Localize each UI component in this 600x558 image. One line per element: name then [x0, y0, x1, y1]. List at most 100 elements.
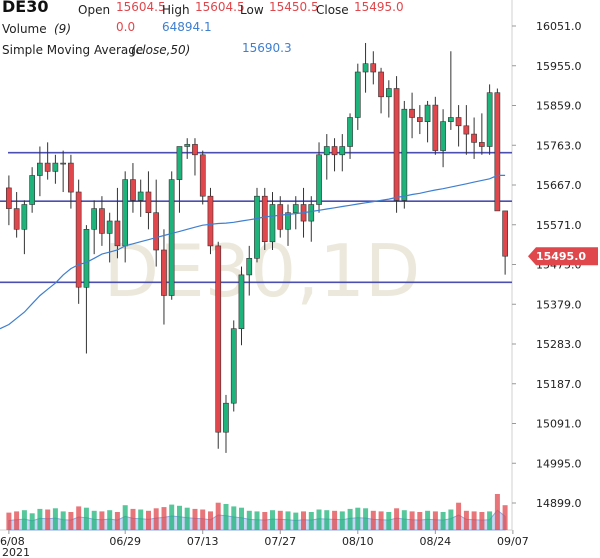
candle — [44, 142, 51, 180]
volume-bar — [502, 505, 508, 530]
candle — [106, 212, 113, 263]
candle — [409, 92, 415, 139]
candle-body — [269, 204, 276, 243]
volume-bar — [448, 509, 454, 530]
low-label: Low — [240, 3, 264, 17]
candle — [29, 167, 36, 213]
volume-bar — [324, 510, 330, 530]
volume-bar — [308, 512, 314, 530]
volume-bar — [301, 511, 306, 530]
volume-bar — [161, 507, 167, 530]
candle-body — [114, 220, 121, 247]
candle — [75, 179, 82, 304]
y-axis: 16051.0 15955.0 15859.0 15763.0 15667.0 15571… — [512, 20, 582, 510]
y-tick-label: 15187.0 — [536, 378, 582, 391]
candle — [261, 187, 268, 251]
x-tick-label: 08/10 — [342, 535, 374, 548]
candle-body — [192, 144, 198, 156]
candle — [83, 225, 90, 354]
volume-bar — [99, 511, 105, 530]
high-label: High — [162, 3, 190, 17]
candle-body — [362, 63, 369, 73]
candle-body — [238, 274, 245, 329]
candle-body — [215, 245, 222, 433]
volume-bar — [440, 512, 446, 530]
volume-bar — [363, 508, 369, 530]
volume-bar — [21, 510, 27, 530]
close-label: Close — [316, 3, 349, 17]
y-tick-label: 16051.0 — [536, 20, 582, 33]
candle-body — [122, 179, 128, 247]
candle — [354, 63, 361, 130]
candle — [416, 105, 423, 135]
last-price-label: 15495.0 — [536, 250, 586, 263]
candle-body — [261, 195, 268, 242]
volume-bar — [370, 510, 376, 530]
volume-bar — [487, 511, 493, 530]
candles — [6, 42, 509, 453]
volume-bar — [6, 512, 12, 530]
candle — [362, 42, 369, 93]
candle — [316, 142, 322, 213]
volume-bar — [355, 507, 361, 530]
candle-body — [409, 108, 415, 118]
candle-body — [21, 204, 28, 230]
volume-bar — [130, 508, 136, 530]
volume-bar — [208, 511, 213, 530]
volume-bar — [29, 513, 35, 530]
candle — [130, 163, 136, 213]
volume-bar — [386, 512, 392, 530]
volume-bar — [45, 509, 51, 530]
candle — [6, 175, 12, 226]
candle — [347, 113, 353, 159]
candle-body — [168, 179, 175, 296]
candle-body — [347, 117, 353, 147]
candle — [331, 138, 338, 172]
volume-bar — [339, 511, 345, 530]
volume-bar — [456, 502, 462, 530]
candle-body — [230, 328, 237, 404]
candle-body — [137, 191, 144, 201]
volume-layer — [6, 494, 508, 531]
y-tick-label: 15571.0 — [536, 219, 582, 232]
candle-body — [455, 117, 462, 127]
candle — [424, 100, 431, 143]
candle — [486, 84, 493, 155]
candle — [52, 154, 59, 184]
candle-body — [401, 108, 408, 201]
symbol-title: DE30 — [2, 0, 49, 16]
high-value: 15604.5 — [195, 0, 245, 14]
volume-bar — [107, 510, 113, 530]
candle-body — [339, 146, 346, 156]
candle — [494, 88, 501, 212]
volume-bar — [463, 510, 469, 530]
candle — [137, 179, 144, 217]
volume-bar — [471, 511, 477, 530]
candle — [269, 192, 276, 251]
candle — [292, 196, 299, 230]
candle-body — [316, 154, 322, 205]
candle-body — [323, 146, 330, 156]
candle-body — [354, 71, 361, 118]
candle — [161, 229, 167, 325]
candle-body — [83, 229, 90, 288]
y-tick-label: 15859.0 — [536, 100, 582, 113]
candle — [184, 138, 191, 159]
volume-bar — [425, 510, 431, 530]
candle — [145, 171, 152, 230]
volume-param: (9) — [54, 22, 71, 36]
candle — [339, 134, 346, 172]
candle-body — [36, 162, 43, 176]
volume-bar — [270, 510, 275, 530]
candle — [447, 51, 454, 130]
volume-bar — [285, 511, 291, 530]
y-tick-label: 15763.0 — [536, 139, 582, 152]
candle-body — [99, 208, 105, 234]
candle-body — [207, 195, 214, 247]
candle-body — [91, 208, 97, 230]
candle — [478, 113, 485, 155]
volume-bar — [378, 511, 384, 530]
candle — [176, 146, 183, 213]
candle — [36, 146, 43, 197]
